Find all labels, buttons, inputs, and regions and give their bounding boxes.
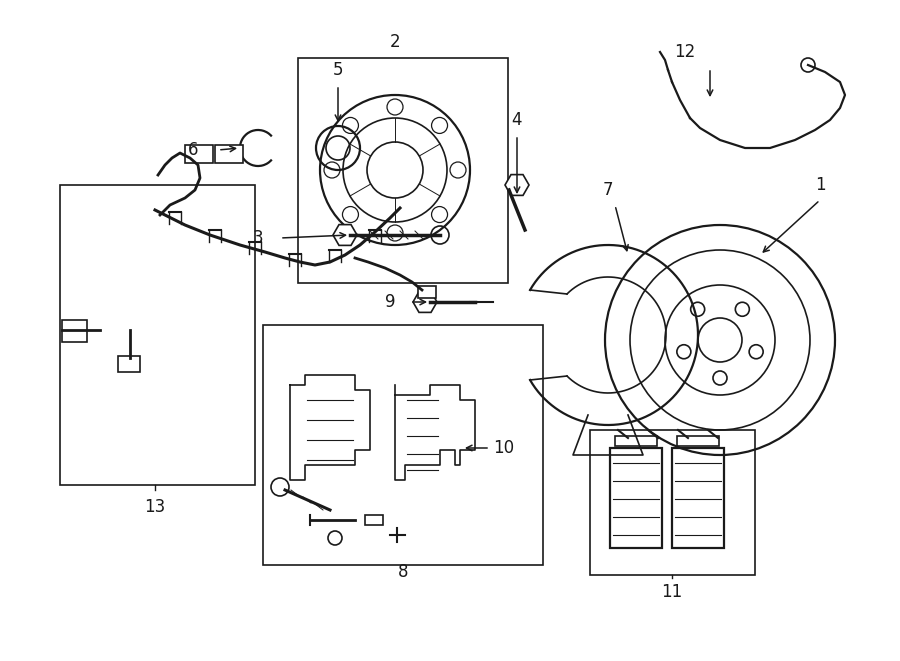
Bar [298,58,508,283]
Text: 13: 13 [144,498,166,516]
Bar [215,145,243,163]
Text: 2: 2 [390,33,400,51]
Bar [263,325,543,565]
Bar [672,448,724,548]
Bar [418,286,436,298]
Polygon shape [413,292,437,313]
Text: 4: 4 [512,111,522,129]
Bar [677,436,719,446]
Bar [365,515,383,525]
Text: 6: 6 [188,141,198,159]
Bar [185,145,213,163]
Bar [610,448,662,548]
Text: 12: 12 [674,43,696,61]
Text: 11: 11 [662,583,682,601]
Polygon shape [333,225,357,245]
Text: 10: 10 [493,439,514,457]
Text: 7: 7 [603,181,613,199]
Bar [615,436,657,446]
Polygon shape [505,175,529,196]
Text: 8: 8 [398,563,409,581]
Bar [590,430,755,575]
Bar [118,356,140,372]
Text: 3: 3 [253,229,264,247]
Text: 1: 1 [814,176,825,194]
Bar [62,320,87,342]
Bar [60,185,255,485]
Text: 5: 5 [333,61,343,79]
Text: 9: 9 [385,293,395,311]
